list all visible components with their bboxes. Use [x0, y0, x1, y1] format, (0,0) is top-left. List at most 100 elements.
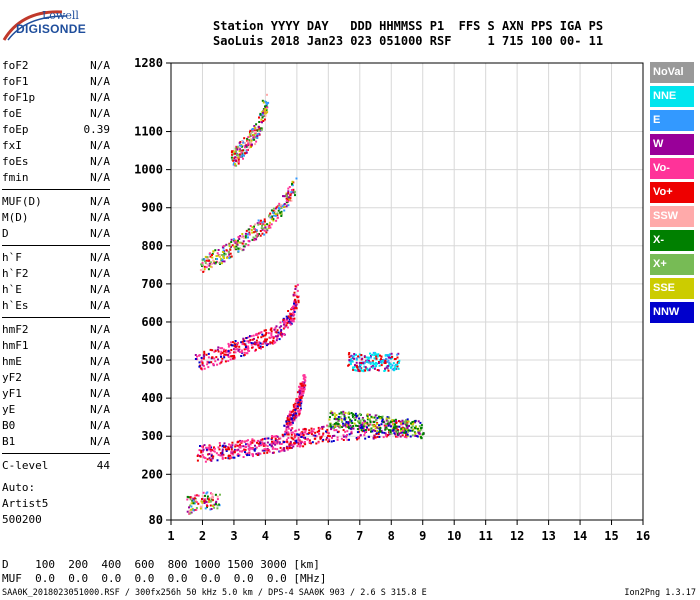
param-name: yE: [2, 403, 16, 416]
echo-point: [259, 112, 262, 115]
echo-point: [297, 403, 300, 406]
echo-point: [261, 113, 264, 116]
echo-point: [224, 445, 227, 448]
echo-point: [365, 360, 368, 363]
echo-point: [241, 140, 243, 143]
echo-point: [291, 410, 294, 413]
echo-point: [347, 412, 350, 415]
echo-point: [189, 504, 192, 507]
echo-point: [243, 348, 246, 351]
echo-point: [295, 177, 298, 180]
echo-point: [234, 443, 237, 446]
echo-point: [222, 354, 225, 357]
param-row: foF2 N/A: [2, 58, 110, 74]
param-name: h`E: [2, 283, 22, 296]
echo-point: [214, 502, 217, 504]
echo-point: [371, 366, 374, 369]
auto-artist: Artist5: [2, 497, 49, 510]
echo-point: [248, 449, 251, 452]
param-name: hmF2: [2, 323, 29, 336]
param-value: N/A: [90, 355, 110, 368]
echo-point: [353, 357, 356, 360]
echo-point: [227, 360, 230, 362]
echo-point: [420, 428, 422, 431]
echo-point: [333, 425, 336, 428]
echo-point: [358, 417, 361, 420]
echo-point: [254, 234, 257, 237]
echo-point: [348, 352, 351, 354]
echo-point: [355, 437, 358, 439]
echo-point: [200, 500, 203, 503]
echo-point: [198, 361, 201, 364]
echo-point: [202, 456, 205, 458]
echo-point: [227, 345, 230, 348]
echo-point: [226, 350, 229, 352]
echo-point: [300, 436, 303, 438]
echo-point: [233, 351, 236, 354]
echo-point: [370, 415, 373, 418]
echo-point: [381, 415, 384, 418]
echo-point: [342, 434, 345, 437]
echo-point: [405, 436, 408, 439]
echo-point: [373, 363, 376, 366]
legend-entry: NNE: [650, 86, 694, 107]
echo-point: [293, 407, 296, 410]
echo-point: [269, 342, 272, 345]
echo-point: [253, 337, 255, 340]
param-value: N/A: [90, 75, 110, 88]
echo-point: [296, 433, 299, 436]
echo-point: [276, 337, 279, 340]
echo-point: [363, 428, 365, 431]
echo-point: [378, 415, 380, 418]
echo-point: [206, 501, 209, 504]
echo-point: [327, 431, 330, 434]
echo-point: [310, 427, 313, 430]
echo-point: [332, 423, 335, 426]
echo-point: [398, 359, 401, 362]
param-value: N/A: [90, 171, 110, 184]
echo-point: [264, 114, 267, 117]
echo-point: [223, 446, 226, 448]
echo-point: [235, 248, 238, 251]
echo-point: [308, 439, 311, 442]
echo-point: [359, 420, 362, 423]
echo-point: [314, 431, 317, 434]
echo-point: [258, 332, 260, 335]
echo-point: [413, 426, 416, 429]
echo-point: [400, 431, 403, 434]
echo-point: [348, 427, 351, 430]
echo-point: [237, 247, 240, 250]
echo-point: [316, 430, 319, 433]
echo-point: [380, 355, 383, 358]
echo-point: [376, 353, 378, 356]
echo-point: [202, 448, 205, 451]
echo-point: [404, 421, 406, 424]
echo-point: [297, 407, 299, 410]
echo-point: [405, 430, 408, 433]
logo-swoosh-icon: [2, 10, 67, 41]
param-name: h`F: [2, 251, 22, 264]
echo-point: [267, 225, 270, 228]
echo-point: [379, 354, 381, 357]
echo-point: [263, 218, 266, 221]
echo-point: [255, 452, 258, 455]
echo-point: [333, 422, 336, 425]
echo-point: [248, 135, 251, 138]
muf-label: MUF: [2, 572, 22, 585]
echo-point: [278, 442, 281, 445]
echo-point: [204, 507, 207, 510]
echo-point: [322, 433, 324, 436]
echo-point: [295, 441, 298, 444]
echo-point: [290, 422, 293, 425]
echo-point: [382, 436, 385, 439]
echo-point: [234, 163, 237, 166]
echo-point: [230, 450, 233, 453]
echo-point: [355, 416, 358, 419]
echo-point: [295, 400, 298, 403]
echo-point: [273, 328, 276, 331]
echo-point: [211, 252, 214, 255]
echo-point: [348, 356, 351, 359]
echo-point: [213, 446, 215, 449]
echo-point: [298, 389, 301, 392]
echo-point: [251, 238, 254, 241]
